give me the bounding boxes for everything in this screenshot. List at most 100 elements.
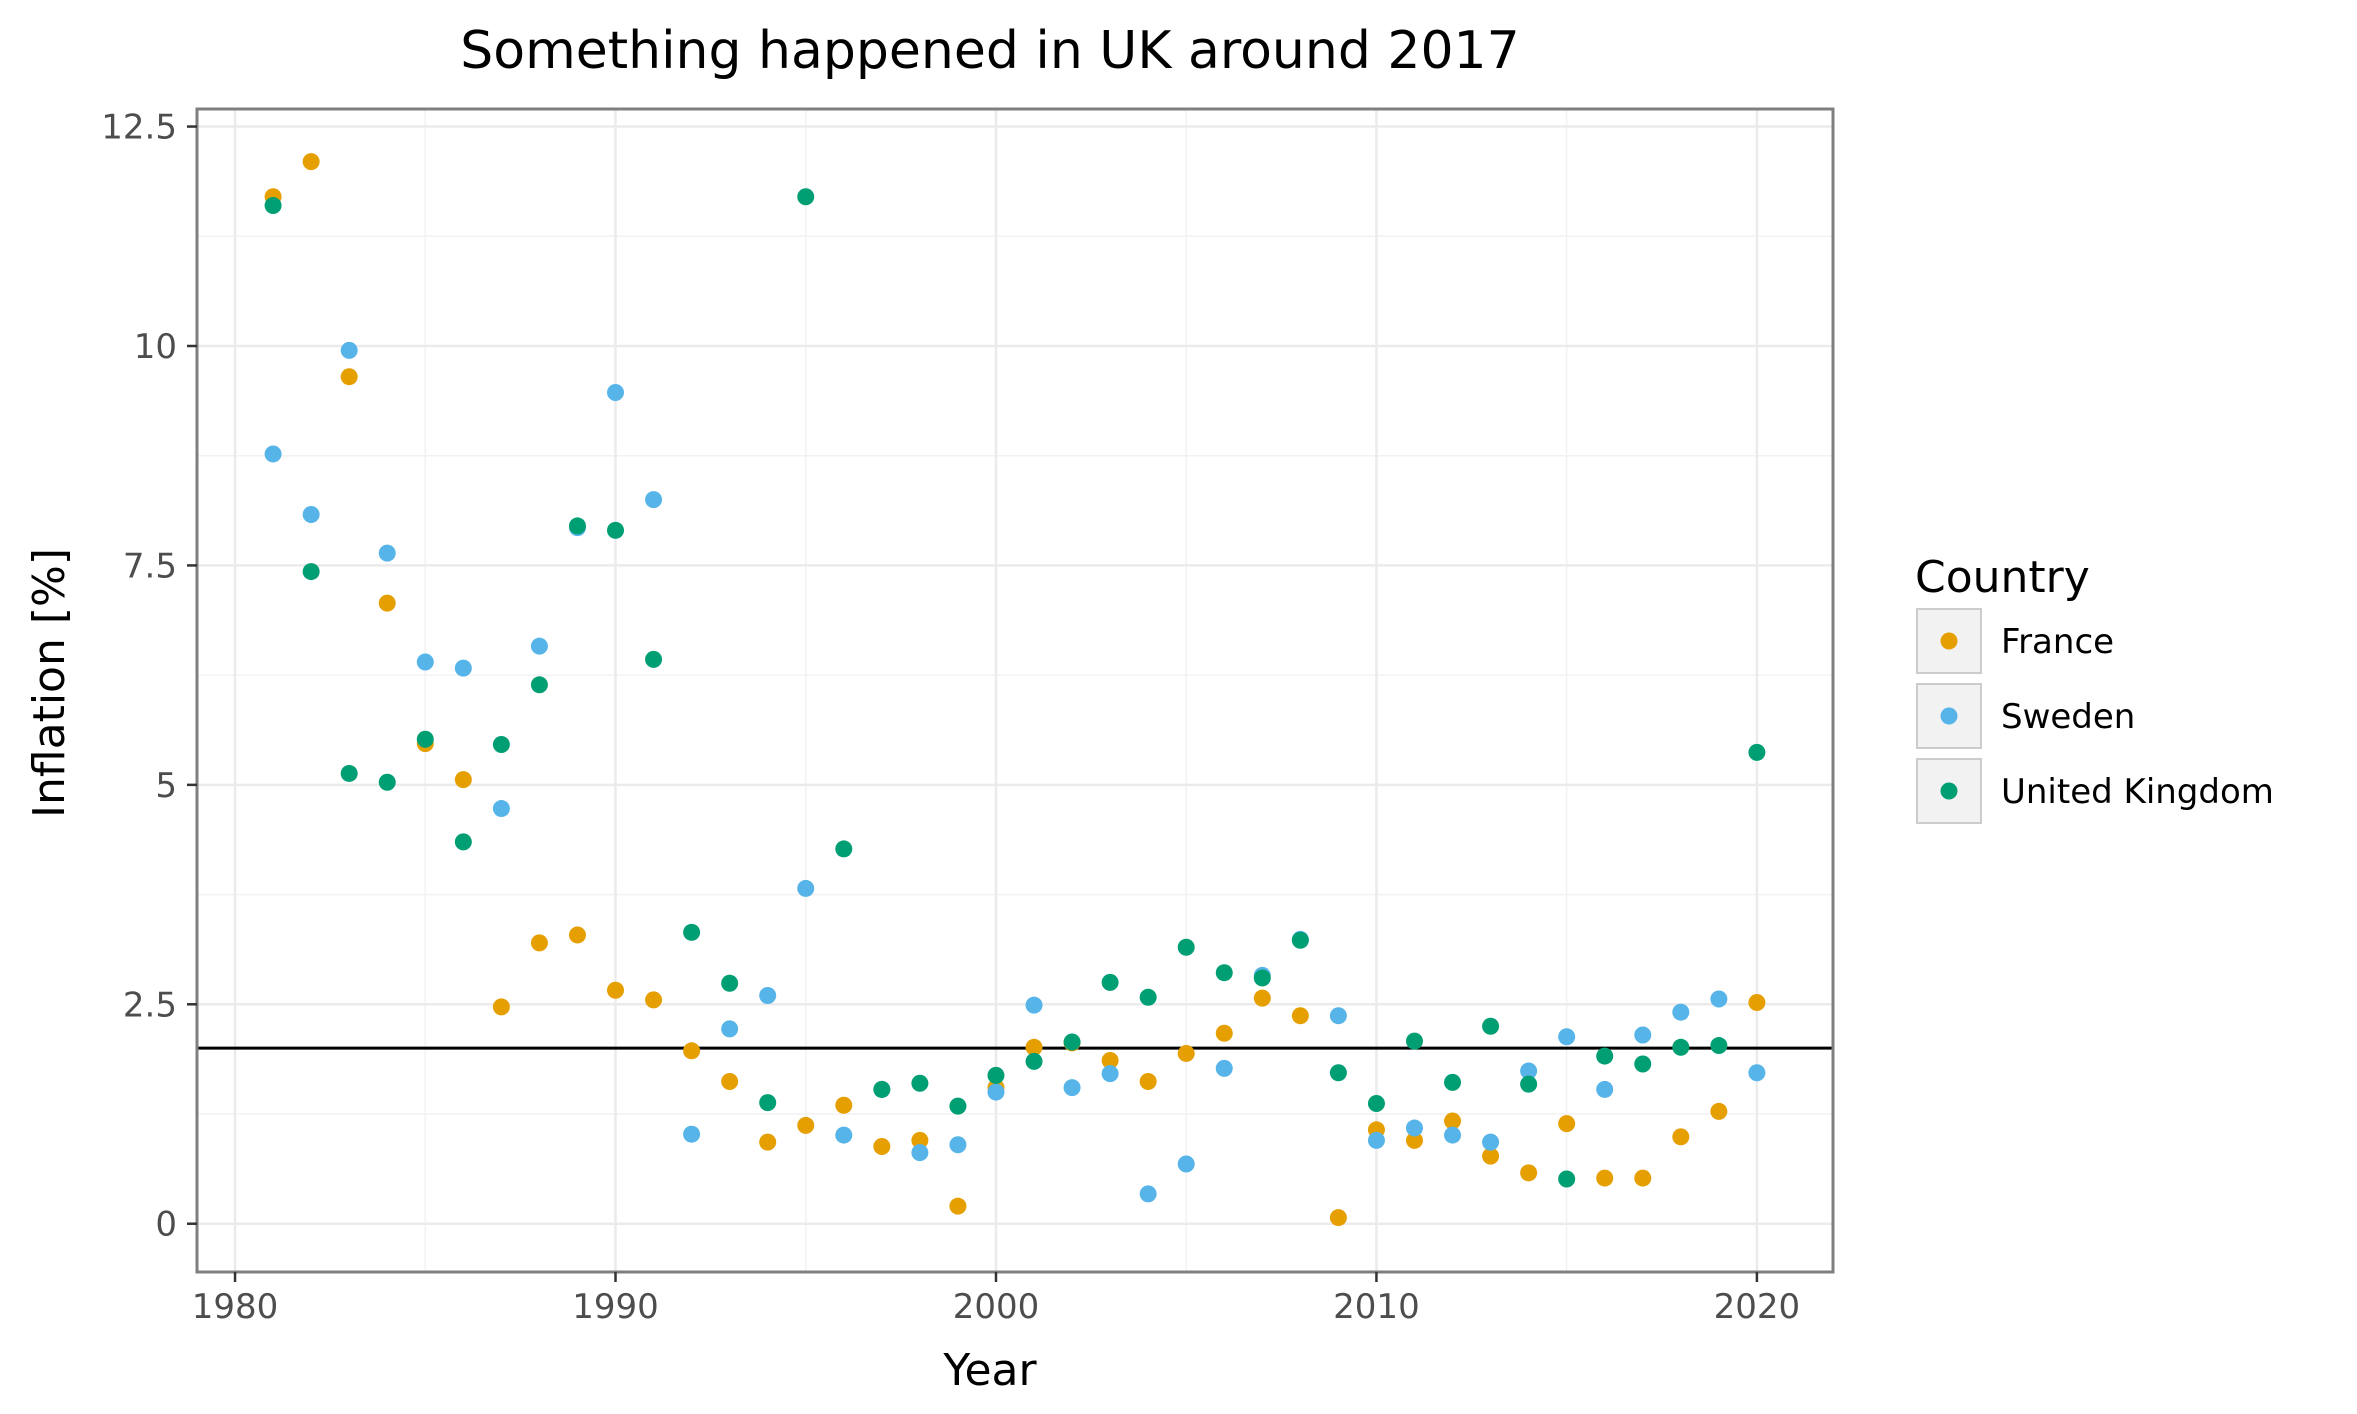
point-united-kingdom: [416, 730, 434, 748]
point-sweden: [1482, 1133, 1500, 1151]
point-france: [1710, 1102, 1728, 1120]
point-united-kingdom: [568, 517, 586, 535]
point-sweden: [1710, 990, 1728, 1008]
point-united-kingdom: [1748, 743, 1766, 761]
legend: Country France Sweden United Kingdom: [1915, 552, 2274, 824]
x-tick-label: 2010: [1333, 1287, 1420, 1327]
point-united-kingdom: [683, 923, 701, 941]
chart-title: Something happened in UK around 2017: [460, 21, 1519, 81]
point-united-kingdom: [835, 840, 853, 858]
point-united-kingdom: [378, 773, 396, 791]
point-france: [1596, 1169, 1614, 1187]
point-france: [1405, 1131, 1423, 1149]
point-sweden: [378, 544, 396, 562]
point-united-kingdom: [1596, 1047, 1614, 1065]
point-united-kingdom: [607, 521, 625, 539]
point-united-kingdom: [1291, 931, 1309, 949]
point-france: [683, 1042, 701, 1060]
point-france: [302, 153, 320, 171]
point-united-kingdom: [302, 563, 320, 581]
point-sweden: [264, 445, 282, 463]
legend-item-united-kingdom: United Kingdom: [1916, 758, 2274, 824]
x-tick-label: 1980: [192, 1287, 279, 1327]
y-tick-label: 2.5: [123, 985, 177, 1025]
point-sweden: [1101, 1065, 1119, 1083]
point-france: [1291, 1007, 1309, 1025]
legend-item-sweden: Sweden: [1916, 683, 2135, 749]
point-sweden: [340, 341, 358, 359]
point-france: [1748, 994, 1766, 1012]
point-france: [530, 934, 548, 952]
point-france: [645, 991, 663, 1009]
legend-label: France: [2001, 622, 2114, 662]
point-sweden: [1405, 1119, 1423, 1137]
point-united-kingdom: [1177, 938, 1195, 956]
point-united-kingdom: [1329, 1064, 1347, 1082]
point-united-kingdom: [1367, 1094, 1385, 1112]
point-united-kingdom: [1025, 1052, 1043, 1070]
y-tick-label: 7.5: [123, 546, 177, 586]
point-united-kingdom: [1444, 1073, 1462, 1091]
point-united-kingdom: [1672, 1038, 1690, 1056]
point-sweden: [1672, 1003, 1690, 1021]
point-sweden: [530, 637, 548, 655]
point-united-kingdom: [1253, 969, 1271, 987]
point-united-kingdom: [1520, 1075, 1538, 1093]
legend-label: United Kingdom: [2001, 772, 2274, 812]
point-france: [1634, 1169, 1652, 1187]
point-united-kingdom: [949, 1097, 967, 1115]
point-sweden: [1177, 1155, 1195, 1173]
x-axis-title: Year: [942, 1345, 1037, 1396]
point-united-kingdom: [340, 764, 358, 782]
point-united-kingdom: [759, 1094, 777, 1112]
point-sweden: [1215, 1059, 1233, 1077]
point-france: [1139, 1073, 1157, 1091]
point-sweden: [721, 1020, 739, 1038]
point-united-kingdom: [454, 833, 472, 851]
point-sweden: [1139, 1185, 1157, 1203]
point-france: [1482, 1147, 1500, 1165]
point-france: [873, 1137, 891, 1155]
point-united-kingdom: [1558, 1170, 1576, 1188]
point-sweden: [302, 506, 320, 524]
point-united-kingdom: [1710, 1037, 1728, 1055]
point-sweden: [1634, 1026, 1652, 1044]
point-sweden: [835, 1126, 853, 1144]
point-sweden: [1444, 1126, 1462, 1144]
plot-panel: [197, 109, 1833, 1272]
point-sweden: [492, 800, 510, 818]
point-france: [340, 368, 358, 386]
y-axis-title: Inflation [%]: [24, 548, 75, 818]
y-tick-label: 0: [155, 1205, 177, 1245]
point-united-kingdom: [911, 1074, 929, 1092]
x-tick-label: 2000: [953, 1287, 1040, 1327]
point-france: [949, 1197, 967, 1215]
point-united-kingdom: [721, 974, 739, 992]
legend-title: Country: [1915, 552, 2090, 603]
point-france: [797, 1116, 815, 1134]
point-united-kingdom: [873, 1080, 891, 1098]
point-france: [568, 926, 586, 944]
y-tick-label: 12.5: [101, 108, 177, 148]
point-france: [759, 1133, 777, 1151]
minor-gridlines: [197, 109, 1833, 1272]
point-sweden: [645, 491, 663, 509]
point-united-kingdom: [1101, 973, 1119, 991]
point-france: [1101, 1051, 1119, 1069]
point-france: [1329, 1209, 1347, 1227]
point-sweden: [1748, 1064, 1766, 1082]
point-sweden: [416, 653, 434, 671]
x-axis-ticks: 1980 1990 2000 2010 2020: [192, 1272, 1800, 1327]
y-axis-ticks: 0 2.5 5 7.5 10 12.5: [101, 108, 197, 1245]
point-france: [1558, 1115, 1576, 1133]
point-france: [454, 771, 472, 789]
point-sweden: [1520, 1062, 1538, 1080]
legend-key-point: [1940, 707, 1958, 725]
point-sweden: [1367, 1131, 1385, 1149]
point-sweden: [1025, 996, 1043, 1014]
legend-label: Sweden: [2001, 697, 2135, 737]
point-sweden: [1329, 1007, 1347, 1025]
plot-panel-border: [195, 107, 1835, 1274]
point-france: [492, 998, 510, 1016]
legend-items: France Sweden United Kingdom: [1916, 608, 2274, 824]
